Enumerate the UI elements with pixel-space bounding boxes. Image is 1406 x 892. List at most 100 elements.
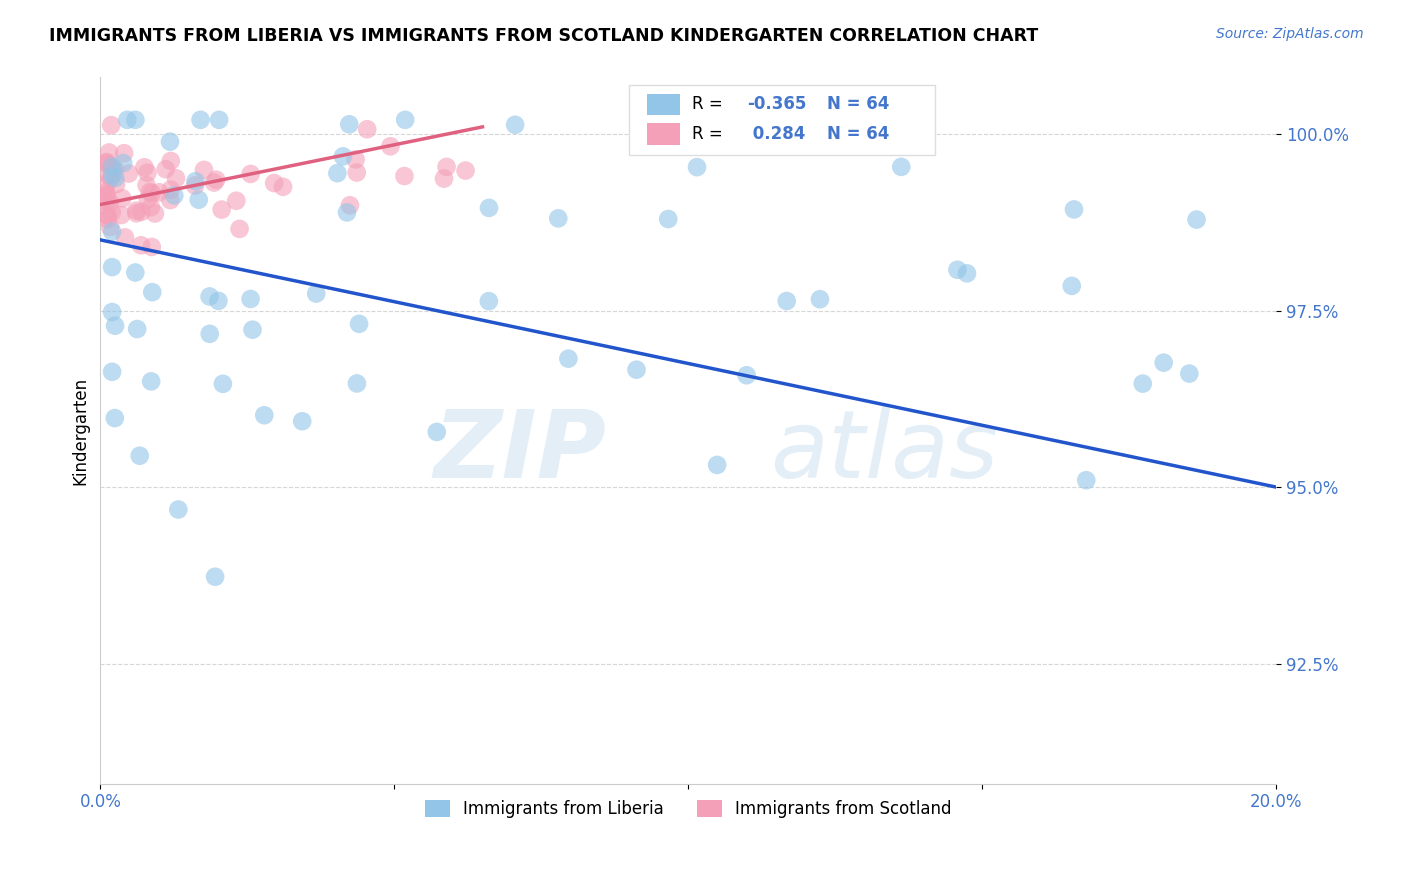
- Point: [135, 178, 157, 193]
- Point: [211, 202, 233, 217]
- Point: [890, 160, 912, 174]
- Point: [1063, 202, 1085, 217]
- Point: [356, 122, 378, 136]
- Point: [100, 118, 122, 132]
- Point: [96, 188, 118, 202]
- Point: [101, 161, 124, 176]
- Point: [337, 117, 360, 131]
- Point: [336, 205, 359, 219]
- Point: [159, 183, 181, 197]
- Point: [239, 167, 262, 181]
- Point: [776, 293, 799, 308]
- Point: [184, 174, 207, 188]
- Point: [394, 169, 416, 183]
- Point: [96, 185, 118, 199]
- Text: -0.365: -0.365: [747, 95, 807, 113]
- Point: [143, 206, 166, 220]
- Point: [139, 185, 162, 199]
- Point: [136, 193, 159, 207]
- Point: [344, 153, 367, 167]
- Bar: [647, 123, 681, 145]
- Point: [1076, 473, 1098, 487]
- Point: [148, 186, 170, 200]
- Point: [96, 194, 118, 209]
- Point: [159, 153, 181, 168]
- Point: [98, 220, 121, 235]
- Point: [198, 326, 221, 341]
- Point: [735, 368, 758, 383]
- Point: [104, 171, 127, 186]
- Point: [163, 188, 186, 202]
- Point: [101, 160, 124, 174]
- Point: [205, 172, 228, 186]
- Point: [193, 162, 215, 177]
- Point: [134, 161, 156, 175]
- Point: [547, 211, 569, 226]
- Legend: Immigrants from Liberia, Immigrants from Scotland: Immigrants from Liberia, Immigrants from…: [418, 793, 959, 825]
- Point: [127, 322, 149, 336]
- Point: [139, 200, 162, 214]
- Point: [141, 285, 163, 300]
- Point: [167, 502, 190, 516]
- Point: [96, 155, 118, 169]
- Point: [141, 186, 163, 201]
- Point: [436, 160, 458, 174]
- Point: [1185, 212, 1208, 227]
- Point: [380, 139, 402, 153]
- Text: atlas: atlas: [770, 406, 998, 497]
- Point: [190, 112, 212, 127]
- Point: [125, 203, 148, 218]
- Point: [96, 156, 118, 170]
- Point: [706, 458, 728, 472]
- Point: [686, 160, 709, 174]
- Point: [339, 198, 361, 212]
- Text: N = 64: N = 64: [827, 95, 890, 113]
- Point: [478, 294, 501, 309]
- Point: [212, 376, 235, 391]
- Text: IMMIGRANTS FROM LIBERIA VS IMMIGRANTS FROM SCOTLAND KINDERGARTEN CORRELATION CHA: IMMIGRANTS FROM LIBERIA VS IMMIGRANTS FR…: [49, 27, 1039, 45]
- Point: [124, 266, 146, 280]
- Point: [159, 135, 181, 149]
- Point: [96, 208, 118, 222]
- Point: [626, 362, 648, 376]
- Point: [657, 212, 679, 227]
- Point: [225, 194, 247, 208]
- Point: [332, 149, 354, 163]
- Point: [96, 208, 118, 222]
- Point: [141, 240, 163, 254]
- Point: [136, 166, 159, 180]
- Point: [228, 222, 250, 236]
- Point: [112, 156, 135, 170]
- Point: [1060, 279, 1083, 293]
- Y-axis label: Kindergarten: Kindergarten: [72, 376, 89, 484]
- Point: [204, 570, 226, 584]
- Point: [101, 260, 124, 274]
- Point: [291, 414, 314, 428]
- Point: [208, 112, 231, 127]
- Point: [104, 161, 127, 176]
- Point: [129, 238, 152, 252]
- Point: [101, 305, 124, 319]
- Point: [207, 293, 229, 308]
- Text: 0.284: 0.284: [747, 125, 806, 143]
- Point: [305, 286, 328, 301]
- Point: [326, 166, 349, 180]
- Point: [104, 411, 127, 425]
- Point: [96, 189, 118, 203]
- Point: [239, 292, 262, 306]
- Point: [503, 118, 526, 132]
- Point: [478, 201, 501, 215]
- Point: [101, 169, 124, 183]
- Point: [110, 208, 132, 222]
- Text: R =: R =: [692, 125, 728, 143]
- Point: [124, 112, 146, 127]
- Point: [394, 112, 416, 127]
- Point: [96, 178, 118, 192]
- Point: [104, 318, 127, 333]
- Point: [100, 171, 122, 186]
- Point: [155, 162, 177, 177]
- Point: [118, 166, 141, 180]
- Point: [112, 146, 135, 161]
- Text: Source: ZipAtlas.com: Source: ZipAtlas.com: [1216, 27, 1364, 41]
- Point: [346, 165, 368, 179]
